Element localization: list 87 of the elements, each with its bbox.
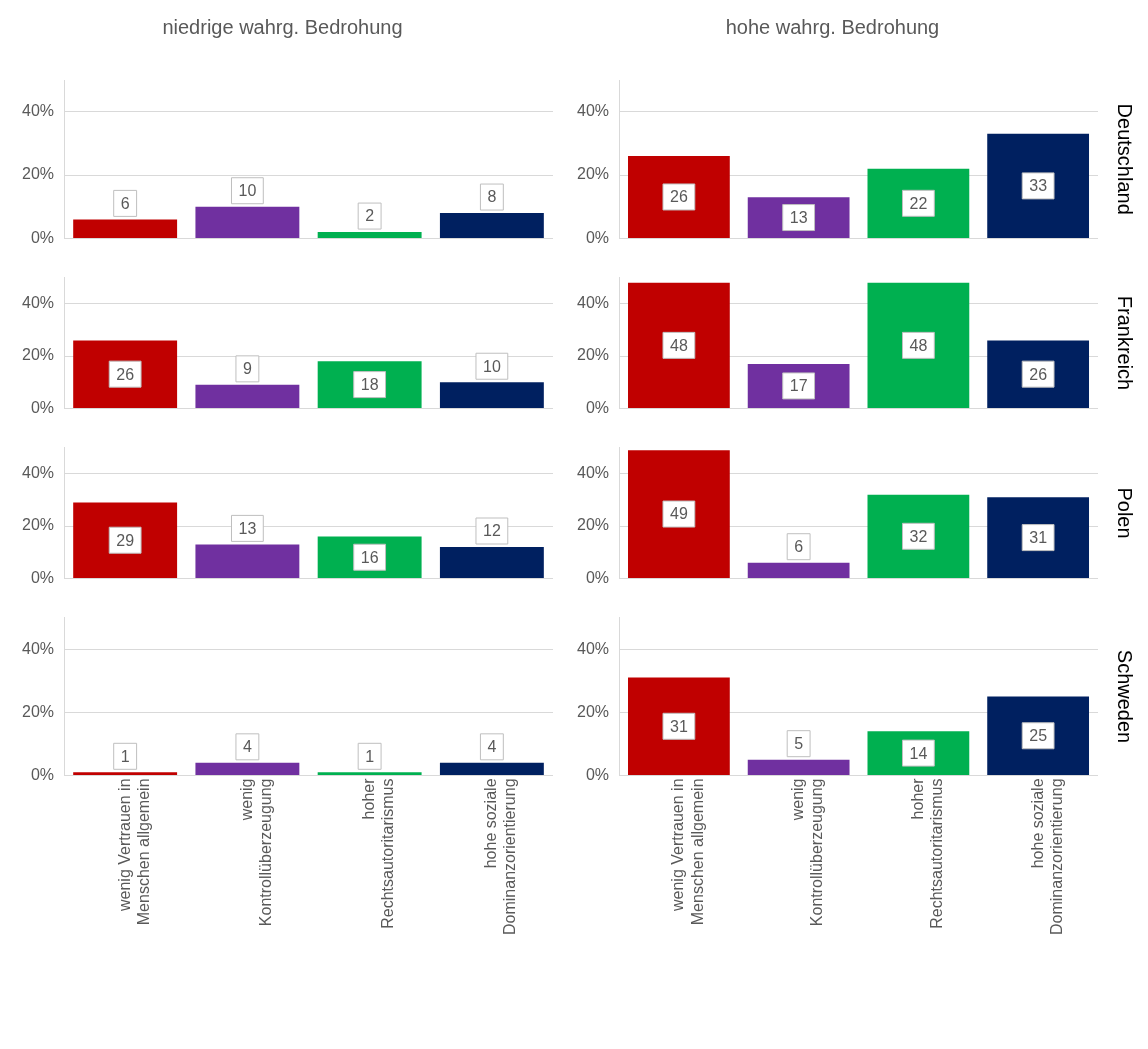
data-label: 6 xyxy=(794,538,804,556)
bar xyxy=(195,384,300,408)
bar xyxy=(628,450,730,578)
data-label: 5 xyxy=(794,735,804,753)
text: Deutschland xyxy=(1114,103,1137,215)
text: Schweden xyxy=(1114,649,1137,744)
bar xyxy=(867,282,970,408)
y-tick-label: 0% xyxy=(585,228,610,246)
y-tick-label: 20% xyxy=(21,346,55,364)
data-label: 31 xyxy=(670,717,688,735)
data-label: 31 xyxy=(1029,529,1048,547)
data-label: 16 xyxy=(360,548,379,566)
bar xyxy=(195,544,300,578)
data-label: 1 xyxy=(365,747,375,765)
data-label: 14 xyxy=(909,744,928,762)
data-label: 12 xyxy=(482,522,501,540)
y-tick-label: 0% xyxy=(30,568,55,586)
y-tick-label: 0% xyxy=(30,228,55,246)
y-tick-label: 20% xyxy=(576,702,610,720)
bar xyxy=(628,156,730,238)
y-tick-label: 40% xyxy=(576,102,610,120)
y-tick-label: 40% xyxy=(21,639,55,657)
x-tick-label: wenig Vertrauen in Menschen allgemein xyxy=(669,778,706,926)
x-tick-label: wenig Vertrauen in Menschen allgemein xyxy=(115,778,152,926)
data-label: 48 xyxy=(909,336,928,354)
text: Frankreich xyxy=(1114,295,1137,391)
data-label: 6 xyxy=(120,194,130,212)
data-label: 33 xyxy=(1029,177,1048,195)
chart-title: niedrige wahrg. Bedrohung xyxy=(162,15,403,38)
y-tick-label: 20% xyxy=(576,346,610,364)
bar xyxy=(987,497,1090,578)
data-label: 9 xyxy=(242,360,252,378)
data-label: 4 xyxy=(487,738,497,756)
data-label: 4 xyxy=(242,738,252,756)
y-tick-label: 40% xyxy=(576,639,610,657)
bar xyxy=(73,340,178,408)
y-tick-label: 40% xyxy=(21,294,55,312)
y-tick-label: 40% xyxy=(576,464,610,482)
bar xyxy=(73,502,178,578)
data-label: 13 xyxy=(238,519,257,537)
data-label: 26 xyxy=(1029,365,1048,383)
data-label: 8 xyxy=(487,188,497,206)
y-tick-label: 20% xyxy=(21,165,55,183)
data-label: 25 xyxy=(1029,727,1048,745)
y-tick-label: 20% xyxy=(21,516,55,534)
bar xyxy=(439,382,544,408)
y-tick-label: 40% xyxy=(576,294,610,312)
text: Polen xyxy=(1114,487,1137,539)
bar xyxy=(628,282,730,408)
bar xyxy=(317,232,422,238)
y-tick-label: 40% xyxy=(21,102,55,120)
y-tick-label: 20% xyxy=(21,702,55,720)
data-label: 10 xyxy=(482,357,501,375)
data-label: 18 xyxy=(360,376,379,394)
y-tick-label: 0% xyxy=(585,568,610,586)
data-label: 32 xyxy=(909,527,928,545)
bar xyxy=(195,206,300,238)
data-label: 26 xyxy=(116,365,135,383)
bar xyxy=(747,759,850,775)
data-label: 1 xyxy=(120,747,130,765)
bar xyxy=(628,677,730,775)
data-label: 10 xyxy=(238,182,257,200)
bar xyxy=(439,547,544,578)
data-label: 22 xyxy=(909,194,928,212)
chart-title: hohe wahrg. Bedrohung xyxy=(725,15,940,38)
data-label: 2 xyxy=(365,207,375,225)
data-label: 29 xyxy=(116,531,135,549)
y-tick-label: 40% xyxy=(21,464,55,482)
y-tick-label: 20% xyxy=(576,165,610,183)
bar xyxy=(747,562,850,578)
y-tick-label: 0% xyxy=(585,765,610,783)
bar xyxy=(987,696,1090,775)
data-label: 48 xyxy=(670,336,688,354)
bar xyxy=(867,494,970,578)
bar xyxy=(987,133,1090,238)
y-tick-label: 0% xyxy=(30,398,55,416)
y-tick-label: 20% xyxy=(576,516,610,534)
bar xyxy=(439,213,544,238)
bar xyxy=(73,219,178,238)
bar xyxy=(867,168,970,238)
data-label: 13 xyxy=(789,208,808,226)
data-label: 17 xyxy=(789,377,808,395)
bar xyxy=(987,340,1090,408)
data-label: 49 xyxy=(670,505,688,523)
data-label: 26 xyxy=(670,188,688,206)
y-tick-label: 0% xyxy=(30,765,55,783)
y-tick-label: 0% xyxy=(585,398,610,416)
